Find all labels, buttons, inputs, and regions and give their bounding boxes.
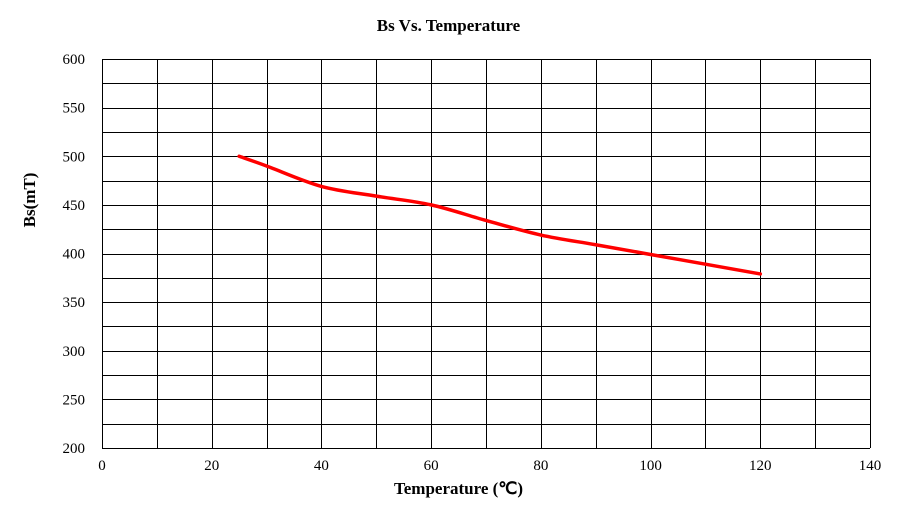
chart-title: Bs Vs. Temperature [376, 16, 521, 35]
x-tick-label: 140 [859, 458, 882, 474]
x-tick-label: 60 [424, 458, 439, 474]
y-tick-label: 350 [63, 295, 86, 311]
y-tick-label: 200 [63, 441, 86, 457]
x-tick-label: 20 [204, 458, 219, 474]
x-tick-label: 100 [639, 458, 662, 474]
y-tick-label: 600 [63, 52, 86, 68]
x-axis-label: Temperature (℃) [393, 479, 524, 498]
series-group [237, 154, 763, 276]
y-axis-label: Bs(mT) [20, 172, 39, 228]
x-tick-label: 40 [314, 458, 329, 474]
y-tick-label: 500 [63, 149, 86, 165]
y-tick-label: 300 [63, 344, 86, 360]
y-tick-label: 550 [63, 101, 86, 117]
x-tick-label: 120 [749, 458, 772, 474]
tick-labels: 0 20 40 60 80 100 120 140 200 250 300 350 400 450 500 5… [63, 52, 882, 474]
series-line [237, 154, 763, 276]
y-tick-label: 400 [63, 247, 86, 263]
y-tick-label: 250 [63, 392, 86, 408]
x-tick-label: 80 [533, 458, 548, 474]
x-tick-label: 0 [98, 458, 106, 474]
grid-lines [102, 59, 871, 449]
y-tick-label: 450 [63, 198, 86, 214]
